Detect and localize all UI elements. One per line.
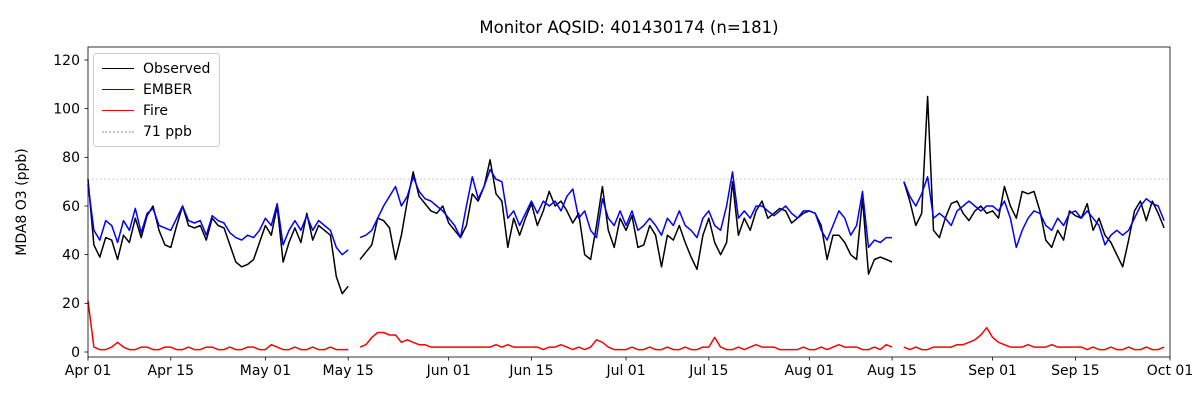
- x-tick-label: Sep 15: [1051, 363, 1100, 379]
- x-tick-label: Sep 01: [968, 363, 1017, 379]
- legend-item-fire: Fire: [102, 100, 210, 121]
- legend-label-observed: Observed: [143, 60, 211, 77]
- y-axis-label: MDA8 O3 (ppb): [14, 148, 30, 256]
- x-tick-label: Aug 15: [867, 363, 917, 379]
- x-tick-label: Apr 15: [148, 363, 194, 379]
- axes-spines: [87, 46, 1171, 358]
- x-tick-label: Jun 01: [426, 363, 471, 379]
- legend-label-fire: Fire: [143, 102, 168, 119]
- x-tick-label: Jun 15: [508, 363, 553, 379]
- legend-swatch-observed: [102, 68, 134, 69]
- x-tick-label: Aug 01: [785, 363, 835, 379]
- legend-item-ember: EMBER: [102, 79, 210, 100]
- legend-label-ember: EMBER: [143, 81, 193, 98]
- y-tick-label: 60: [62, 199, 80, 215]
- x-tick-label: Jul 15: [688, 363, 728, 379]
- y-tick-label: 100: [53, 101, 80, 117]
- y-tick-label: 0: [71, 345, 80, 361]
- x-tick-label: May 01: [240, 363, 291, 379]
- y-tick-label: 120: [53, 53, 80, 69]
- legend-label-threshold: 71 ppb: [143, 123, 192, 140]
- x-tick-label: Oct 01: [1147, 363, 1193, 379]
- legend: Observed EMBER Fire 71 ppb: [93, 53, 221, 147]
- legend-item-observed: Observed: [102, 58, 210, 79]
- y-tick-label: 40: [62, 247, 80, 263]
- x-tick-label: May 15: [323, 363, 374, 379]
- series-ember-line: [87, 168, 1165, 256]
- x-tick-label: Jul 01: [605, 363, 645, 379]
- x-tick-label: Apr 01: [65, 363, 111, 379]
- chart-title: Monitor AQSID: 401430174 (n=181): [479, 18, 779, 37]
- legend-swatch-ember: [102, 89, 134, 90]
- series-fire-line: [87, 300, 1165, 351]
- legend-item-threshold: 71 ppb: [102, 121, 210, 142]
- series-observed-line: [87, 95, 1165, 295]
- y-tick-label: 20: [62, 296, 80, 312]
- legend-swatch-fire: [102, 110, 134, 111]
- y-tick-label: 80: [62, 150, 80, 166]
- legend-swatch-threshold: [102, 130, 134, 133]
